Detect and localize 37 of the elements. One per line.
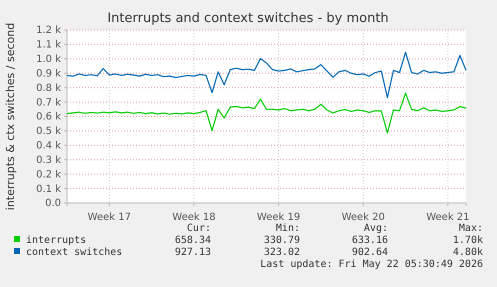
text: 658.34 bbox=[174, 235, 211, 246]
y-tick-label: 0.5 k bbox=[36, 126, 62, 138]
y-tick-label: 0.0 bbox=[45, 198, 61, 210]
text: Min: bbox=[276, 223, 300, 234]
text: Cur: bbox=[186, 223, 211, 234]
text: 330.79 bbox=[264, 235, 300, 246]
y-tick-label: 0.1 k bbox=[36, 184, 62, 195]
x-tick-label: Week 21 bbox=[426, 212, 470, 223]
y-tick-label: 0.6 k bbox=[36, 112, 62, 123]
text: 902.64 bbox=[352, 247, 388, 258]
legend-label: interrupts bbox=[26, 235, 86, 246]
line-series bbox=[66, 52, 467, 98]
text: 4.80k bbox=[452, 247, 483, 258]
y-tick-label: 1.2 k bbox=[36, 25, 62, 36]
text: Last update: Fri May 22 05:30:49 2026 bbox=[260, 259, 483, 270]
y-tick-label: 0.2 k bbox=[36, 169, 62, 180]
x-tick-label: Week 20 bbox=[342, 212, 385, 223]
text: 927.13 bbox=[174, 247, 211, 258]
y-axis-title: interrupts & ctx switches / second bbox=[4, 22, 17, 210]
text: Avg: bbox=[364, 223, 388, 234]
y-tick-label: 0.7 k bbox=[36, 97, 62, 108]
text: 633.16 bbox=[352, 235, 388, 246]
text: 1.70k bbox=[452, 235, 483, 246]
x-tick-label: Week 17 bbox=[88, 212, 131, 223]
x-tick-label: Week 19 bbox=[256, 212, 300, 223]
text: 323.02 bbox=[264, 247, 300, 258]
y-tick-label: 0.3 k bbox=[36, 154, 62, 166]
y-tick-label: 1.0 k bbox=[36, 54, 62, 66]
legend-label: context switches bbox=[26, 247, 122, 258]
chart-title: Interrupts and context switches - by month bbox=[107, 11, 389, 26]
x-tick-label: Week 18 bbox=[172, 212, 216, 223]
y-tick-label: 1.1 k bbox=[36, 40, 62, 51]
line-series bbox=[66, 92, 467, 134]
text: Max: bbox=[458, 223, 483, 234]
y-tick-label: 0.8 k bbox=[36, 82, 62, 94]
y-tick-label: 0.4 k bbox=[36, 140, 62, 152]
y-tick-label: 0.9 k bbox=[36, 68, 62, 80]
